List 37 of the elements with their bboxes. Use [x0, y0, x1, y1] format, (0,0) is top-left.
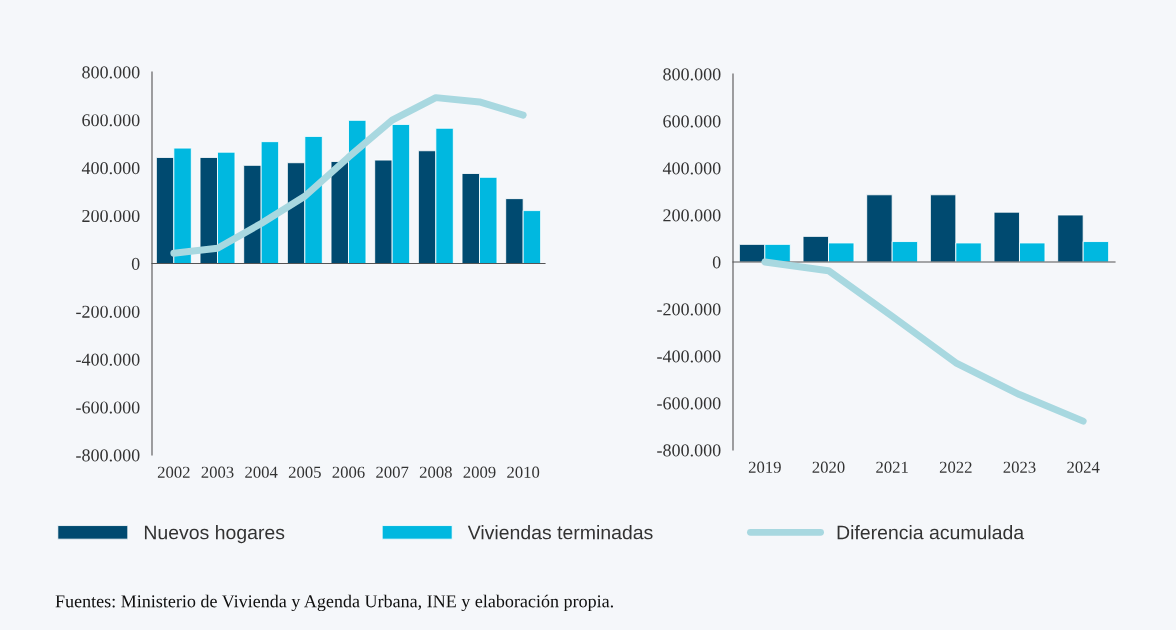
y-tick-label: 400.000 — [81, 162, 140, 175]
y-tick-label: 0 — [131, 257, 140, 270]
source-note: Fuentes: Ministerio de Vivienda y Agenda Urbana, INE y elaboración propia. — [55, 594, 613, 612]
y-tick-label: 0 — [712, 256, 721, 269]
y-tick-label: -800.000 — [657, 444, 721, 457]
y-tick-label: -600.000 — [76, 401, 140, 414]
x-tick-label: 2006 — [332, 466, 365, 478]
legend-label: Nuevos hogares — [144, 525, 285, 544]
y-tick-label: -800.000 — [76, 449, 140, 462]
y-tick-label: 800.000 — [663, 68, 721, 81]
x-tick-label: 2019 — [748, 461, 781, 473]
x-tick-label: 2010 — [507, 466, 540, 478]
x-tick-label: 2009 — [463, 466, 496, 478]
y-tick-label: 400.000 — [662, 162, 721, 175]
y-tick-label: 600.000 — [663, 115, 721, 128]
x-tick-label: 2008 — [419, 466, 452, 478]
y-tick-label: 200.000 — [82, 209, 140, 223]
y-tick-label: -200.000 — [657, 303, 721, 316]
x-tick-label: 2022 — [939, 461, 972, 473]
x-tick-label: 2004 — [245, 466, 278, 478]
y-tick-label: -600.000 — [657, 397, 721, 410]
x-tick-label: 2024 — [1067, 461, 1100, 473]
x-tick-label: 2007 — [376, 466, 409, 478]
x-tick-label: 2021 — [876, 461, 908, 473]
y-tick-label: -400.000 — [76, 353, 140, 366]
y-tick-label: 600.000 — [82, 114, 140, 127]
y-tick-label: -400.000 — [657, 350, 721, 363]
y-tick-label: 200.000 — [663, 209, 721, 222]
y-tick-label: -200.000 — [76, 305, 140, 318]
x-tick-label: 2002 — [157, 466, 190, 478]
x-tick-label: 2003 — [201, 466, 234, 478]
y-tick-label: 800.000 — [82, 66, 140, 79]
x-tick-label: 2023 — [1003, 461, 1036, 473]
legend-label: Diferencia acumulada — [837, 525, 1025, 540]
x-tick-label: 2005 — [288, 466, 321, 478]
x-tick-label: 2020 — [812, 461, 845, 473]
legend-label: Viviendas terminadas — [467, 525, 653, 540]
